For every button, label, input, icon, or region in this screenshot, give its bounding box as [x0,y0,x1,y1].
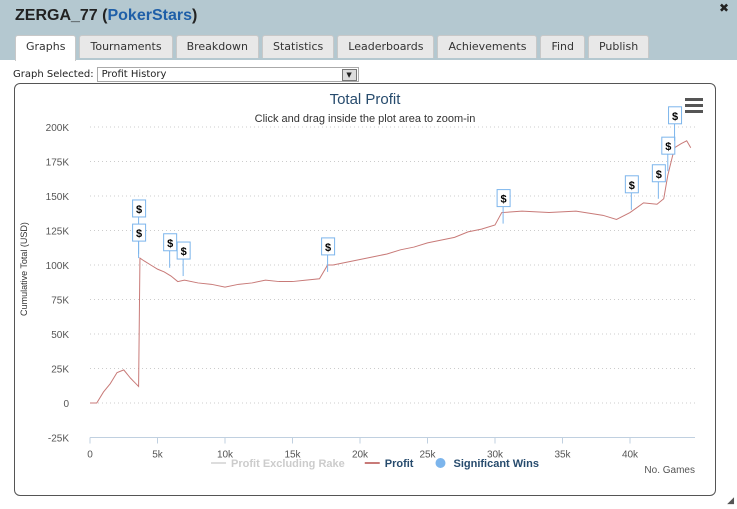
x-axis-label: No. Games [644,465,695,476]
legend-item-significant-wins: Significant Wins [453,458,538,470]
tab-bar: Graphs Tournaments Breakdown Statistics Lead… [15,35,650,61]
significant-win-label: $ [656,169,662,181]
tab-leaderboards[interactable]: Leaderboards [337,35,435,58]
significant-win-label: $ [672,111,678,123]
menu-icon[interactable] [685,98,703,113]
x-tick-label: 35k [554,450,571,461]
x-tick-label: 25k [419,450,436,461]
legend-item-profit-excluding-rake: Profit Excluding Rake [231,458,345,470]
profit-line [90,140,692,404]
significant-win-label: $ [181,246,187,258]
chart-title: Total Profit [330,91,402,108]
y-tick-label: 25K [51,365,69,376]
header-bar: ZERGA_77 (PokerStars) ✖ Graphs Tournament… [0,0,737,61]
significant-win-flag [496,189,511,208]
x-tick-label: 30k [487,450,504,461]
significant-win-label: $ [136,228,142,240]
significant-win-label: $ [629,180,635,192]
tab-tournaments[interactable]: Tournaments [79,35,173,58]
graph-select[interactable]: Profit History ▼ [96,67,359,82]
tab-find[interactable]: Find [540,35,585,58]
profit-chart[interactable]: Total Profit Click and drag inside the pl… [15,84,715,495]
x-tick-label: 15k [284,450,301,461]
significant-win-flag [624,175,639,194]
x-tick-label: 20k [352,450,369,461]
y-tick-label: 0 [63,399,69,410]
tab-publish[interactable]: Publish [587,35,650,58]
y-tick-label: 200K [46,123,70,134]
chevron-down-icon[interactable]: ▼ [341,69,357,81]
graph-selector-row: Graph Selected: Profit History ▼ [13,67,359,82]
site-link[interactable]: PokerStars [107,7,192,24]
significant-win-label: $ [501,194,507,206]
significant-win-label: $ [665,141,671,153]
significant-win-label: $ [325,242,331,254]
chart-container: Total Profit Click and drag inside the pl… [14,83,716,496]
significant-win-flag [321,237,336,256]
close-icon[interactable]: ✖ [718,1,729,15]
y-tick-label: 50K [51,330,69,341]
graph-selector-label: Graph Selected: [13,69,94,80]
x-tick-label: 5k [152,450,164,461]
significant-win-flag [176,241,191,260]
tab-breakdown[interactable]: Breakdown [175,35,259,58]
y-tick-label: 125K [46,227,70,238]
y-tick-label: 150K [46,192,70,203]
significant-win-label: $ [136,204,142,216]
significant-win-label: $ [167,238,173,250]
significant-win-flag [132,199,147,218]
legend-significant-wins-swatch [435,458,446,468]
tab-graphs[interactable]: Graphs [15,35,77,61]
y-tick-label: 175K [46,158,70,169]
x-tick-label: 40k [622,450,639,461]
chart-subtitle: Click and drag inside the plot area to z… [255,113,476,125]
graph-select-value: Profit History [101,69,167,80]
significant-win-flag [661,136,676,155]
resize-handle-icon[interactable]: ◢ [727,496,734,506]
x-tick-label: 10k [217,450,234,461]
y-tick-label: 75K [51,296,69,307]
y-tick-label: 100K [46,261,70,272]
significant-win-flag [651,164,666,183]
tab-statistics[interactable]: Statistics [261,35,335,58]
significant-win-flag [132,223,147,242]
legend-item-profit: Profit [385,458,414,470]
page-title: ZERGA_77 (PokerStars) [15,7,198,24]
y-tick-label: -25K [48,434,69,445]
y-axis-label: Cumulative Total (USD) [19,222,29,316]
significant-win-flag [668,106,683,125]
x-tick-label: 0 [87,450,93,461]
tab-achievements[interactable]: Achievements [437,35,538,58]
